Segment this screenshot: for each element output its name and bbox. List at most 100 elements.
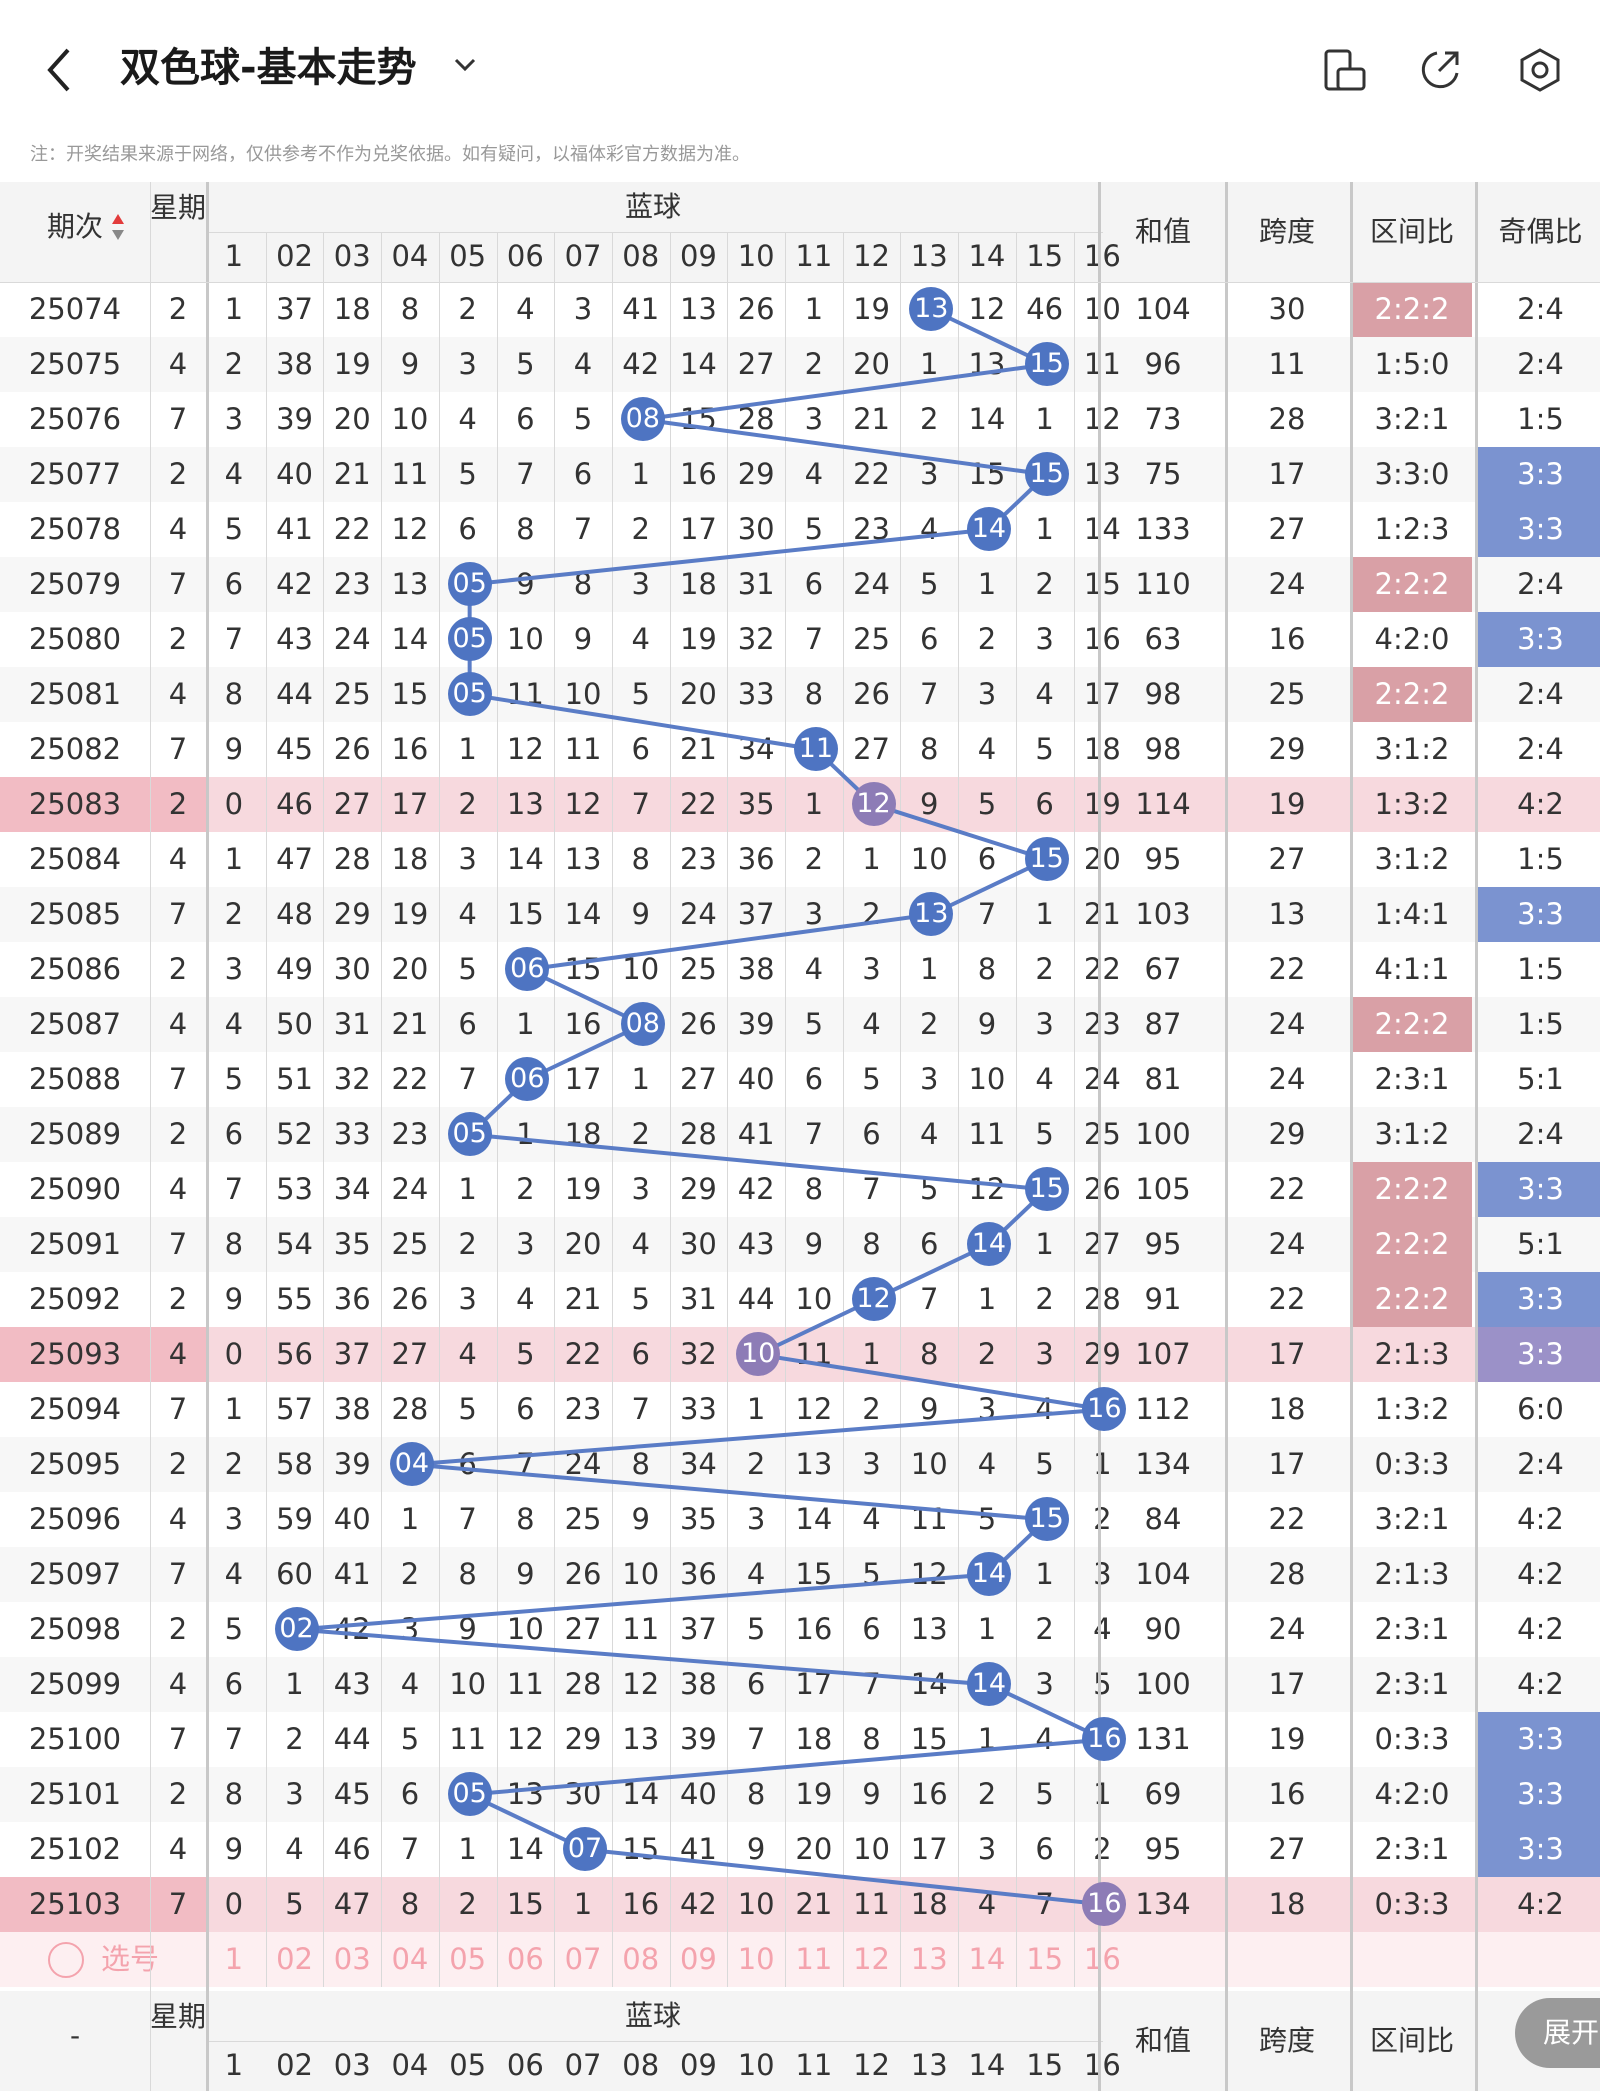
omission-cell: 5 [224,1062,244,1096]
omission-cell: 14 [679,347,717,381]
zone-cell: 4:1:1 [1374,952,1450,986]
omission-cell: 2 [977,622,997,656]
omission-cell: 3 [804,402,824,436]
omission-cell: 41 [622,292,660,326]
omission-cell: 9 [862,1777,881,1811]
settings-button[interactable] [1515,45,1565,95]
select-number-button[interactable]: 12 [853,1942,890,1976]
omission-cell: 11 [795,1337,833,1371]
omission-cell: 31 [737,567,775,601]
select-number-button[interactable]: 02 [276,1942,313,1976]
omission-cell: 14 [795,1502,833,1536]
select-number-button[interactable]: 15 [1026,1942,1064,1976]
select-number-button[interactable]: 14 [968,1942,1006,1976]
omission-cell: 6 [458,1447,477,1481]
omission-cell: 38 [276,347,313,381]
omission-cell: 5 [804,512,824,546]
select-number-button[interactable]: 11 [795,1942,833,1976]
omission-cell: 10 [622,1557,660,1591]
omission-cell: 10 [564,677,602,711]
oe-cell: 1:5 [1517,842,1564,876]
omission-cell: 21 [853,402,890,436]
omission-cell: 5 [400,1722,420,1756]
omission-cell: 16 [679,457,717,491]
select-number-button[interactable]: 06 [506,1942,544,1976]
sum-cell: 95 [1144,1832,1182,1866]
zone-cell: 1:4:1 [1374,897,1450,931]
omission-cell: 24 [1083,1062,1121,1096]
omission-cell: 11 [968,1117,1006,1151]
select-number-button[interactable]: 05 [449,1942,487,1976]
omission-cell: 3 [1093,1557,1112,1591]
omission-cell: 6 [862,1612,881,1646]
select-label[interactable]: 选号 [100,1942,159,1976]
omission-cell: 6 [804,567,824,601]
num-col-line [554,232,556,1987]
omission-cell: 1 [458,1832,477,1866]
title-dropdown-button[interactable] [450,50,480,80]
period-cell: 25084 [28,842,122,876]
num-col-line [265,232,267,1987]
omission-cell: 51 [276,1062,313,1096]
num-col-line [611,232,613,1987]
omission-cell: 2 [285,1722,304,1756]
blue-ball-hit: 15 [1024,1167,1069,1211]
page-title[interactable]: 双色球-基本走势 [120,45,417,91]
omission-cell: 7 [224,1722,244,1756]
back-button[interactable] [40,40,80,100]
omission-cell: 6 [458,512,477,546]
blue-num-header: 11 [795,239,833,273]
omission-cell: 5 [862,1062,881,1096]
omission-cell: 15 [679,402,717,436]
omission-cell: 6 [804,1062,824,1096]
omission-cell: 1 [1035,1557,1054,1591]
sum-cell: 84 [1144,1502,1182,1536]
omission-cell: 4 [224,1007,244,1041]
select-number-button[interactable]: 03 [333,1942,371,1976]
omission-cell: 3 [224,1502,244,1536]
select-number-button[interactable]: 16 [1083,1942,1121,1976]
weekday-cell: 4 [168,1337,188,1371]
omission-cell: 12 [622,1667,660,1701]
select-number-button[interactable]: 13 [910,1942,948,1976]
select-number-button[interactable]: 10 [737,1942,775,1976]
omission-cell: 1 [1035,512,1054,546]
span-cell: 24 [1268,1007,1306,1041]
oe-cell: 4:2 [1517,1612,1564,1646]
blue-num-header: 09 [679,239,717,273]
omission-cell: 5 [458,1392,477,1426]
radio-circle-icon[interactable] [48,1942,84,1978]
sum-cell: 98 [1144,677,1182,711]
share-button[interactable] [1415,45,1465,95]
select-number-button[interactable]: 07 [564,1942,602,1976]
orientation-button[interactable] [1320,45,1370,95]
omission-cell: 8 [400,1887,420,1921]
select-number-button[interactable]: 09 [679,1942,717,1976]
omission-cell: 8 [746,1777,766,1811]
omission-cell: 26 [391,1282,429,1316]
omission-cell: 1 [458,732,477,766]
omission-cell: 12 [1083,402,1121,436]
period-header[interactable]: 期次 [46,210,103,243]
select-number-button[interactable]: 04 [391,1942,429,1976]
omission-cell: 12 [564,787,602,821]
omission-cell: 5 [920,567,939,601]
select-number-button[interactable]: 08 [622,1942,660,1976]
omission-cell: 3 [458,1282,477,1316]
blue-ball-hit: 02 [274,1607,319,1651]
omission-cell: 43 [333,1667,371,1701]
omission-cell: 23 [679,842,717,876]
omission-cell: 17 [910,1832,948,1866]
omission-cell: 33 [679,1392,717,1426]
expand-button[interactable]: 展开 [1515,1998,1600,2068]
omission-cell: 28 [737,402,775,436]
oe-highlight [1478,887,1600,942]
omission-cell: 2 [458,1887,477,1921]
omission-cell: 2 [1035,1282,1054,1316]
select-number-button[interactable]: 1 [224,1942,244,1976]
zone-highlight [1352,1272,1472,1327]
omission-cell: 8 [920,732,939,766]
omission-cell: 2 [977,1337,997,1371]
omission-cell: 8 [516,512,535,546]
span-cell: 24 [1268,1062,1306,1096]
